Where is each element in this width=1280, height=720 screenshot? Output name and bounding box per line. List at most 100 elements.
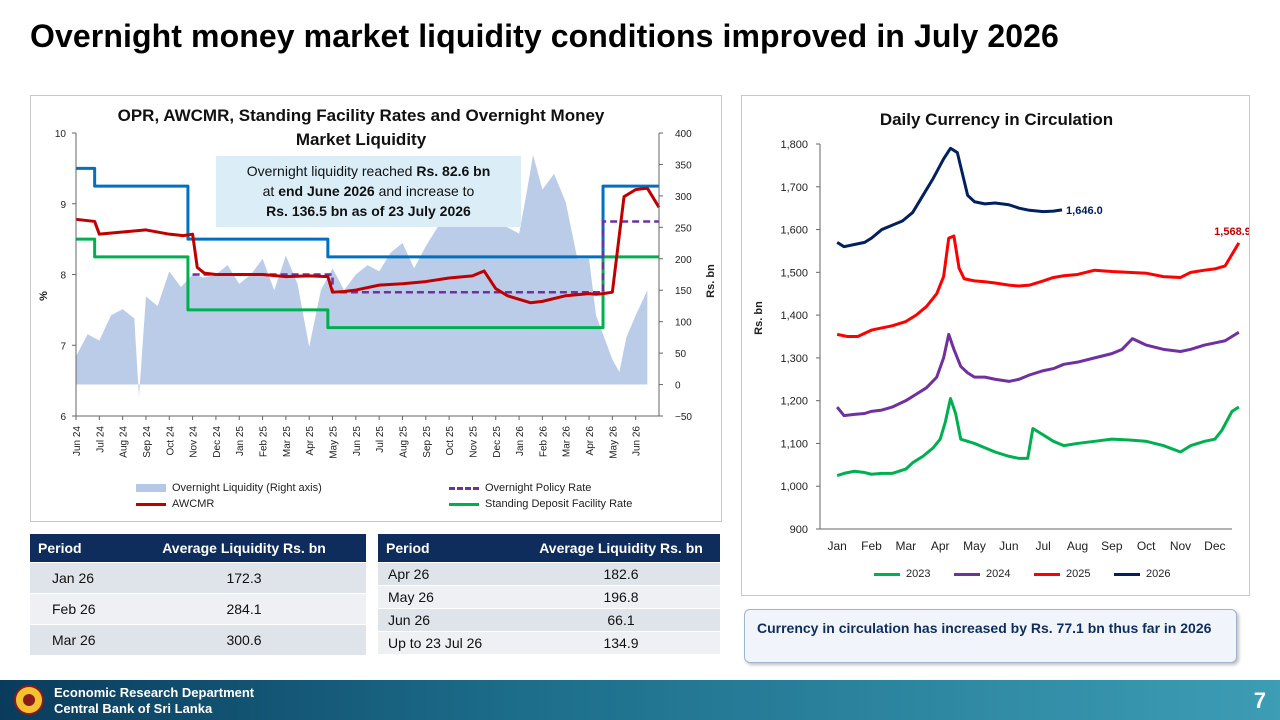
table-cell-period: Jun 26 <box>378 607 522 631</box>
liquidity-table-right: Period Average Liquidity Rs. bn Apr 26 18… <box>378 534 720 654</box>
x-tick-label: Jun 24 <box>72 426 83 456</box>
x-tick-label: Feb 25 <box>259 426 270 458</box>
table-cell-period: May 26 <box>378 584 522 608</box>
y-tick-label: 1,000 <box>780 481 808 493</box>
table-row: Jan 26 172.3 <box>30 561 366 593</box>
right-y-tick-label: 350 <box>675 160 692 171</box>
x-tick-label: May <box>963 539 986 553</box>
currency-chart: 900 1,000 1,100 1,200 1,300 1,400 1,500 1,600 1,… <box>753 139 1249 553</box>
x-tick-label: Jul 24 <box>95 426 106 453</box>
y-tick-label: 1,200 <box>780 396 808 408</box>
x-tick-label: Jan 26 <box>515 426 526 456</box>
x-tick-label: May 25 <box>329 426 340 459</box>
y-tick-label: 1,400 <box>780 310 808 322</box>
x-tick-label: Feb <box>861 539 882 553</box>
legend-item-2023: 2023 <box>874 568 930 580</box>
right-y-tick-label: 50 <box>675 349 687 360</box>
data-label-2026: 1,646.0 <box>1066 205 1103 217</box>
x-tick-label: Jun <box>999 539 1018 553</box>
right-y-tick-label: 0 <box>675 381 681 392</box>
table-cell-period: Apr 26 <box>378 561 522 585</box>
series-line-2026 <box>836 146 1063 249</box>
table-row: Mar 26 300.6 <box>30 623 366 655</box>
x-tick-label: Jan 25 <box>235 426 246 456</box>
x-tick-label: Oct 24 <box>165 426 176 456</box>
table-cell-value: 300.6 <box>122 623 366 655</box>
x-tick-label: Mar <box>895 539 916 553</box>
table-row: Jun 26 66.1 <box>378 607 720 631</box>
right-y-tick-label: 300 <box>675 192 692 203</box>
table-header-period: Period <box>30 534 122 562</box>
y-tick-label: 900 <box>790 524 808 536</box>
x-tick-label: Aug 24 <box>119 426 130 458</box>
data-label-2025: 1,568.9 <box>1214 226 1249 238</box>
legend-item-2025: 2025 <box>1034 568 1090 580</box>
left-y-tick-label: 10 <box>55 129 67 140</box>
x-tick-label: Mar 25 <box>282 426 293 458</box>
x-tick-label: Nov 25 <box>468 426 479 458</box>
table-cell-value: 196.8 <box>522 584 720 608</box>
cbsl-logo-icon <box>14 685 44 715</box>
legend-item-awcmr: AWCMR <box>136 498 214 510</box>
x-tick-label: Aug 25 <box>398 426 409 458</box>
liquidity-chart-title: OPR, AWCMR, Standing Facility Rates and … <box>117 106 605 149</box>
right-y-tick-label: 100 <box>675 318 692 329</box>
right-y-tick-label: 200 <box>675 255 692 266</box>
left-y-tick-label: 8 <box>60 271 66 282</box>
y-tick-label: 1,800 <box>780 139 808 151</box>
currency-chart-panel: Daily Currency in Circulation 900 1,000 1,… <box>741 95 1250 596</box>
table-cell-value: 284.1 <box>122 592 366 624</box>
legend-item-sdfr: Standing Deposit Facility Rate <box>449 498 632 510</box>
footer-bar: Economic Research Department Central Ban… <box>0 680 1280 720</box>
liquidity-callout: Overnight liquidity reached Rs. 82.6 bn … <box>216 156 521 227</box>
x-tick-label: Oct <box>1137 539 1156 553</box>
table-row: Apr 26 182.6 <box>378 561 720 585</box>
liquidity-chart: 6 7 8 9 10% −50 0 50 100 150 200 250 300 350 400 Rs. bn… <box>38 129 717 459</box>
x-tick-label: Oct 25 <box>445 426 456 456</box>
y-tick-label: 1,500 <box>780 267 808 279</box>
left-y-tick-label: 6 <box>60 412 66 423</box>
x-tick-label: Sep 24 <box>142 426 153 458</box>
x-tick-label: Sep 25 <box>422 426 433 458</box>
x-tick-label: Jul 25 <box>375 426 386 453</box>
x-tick-label: Dec 25 <box>492 426 503 458</box>
x-tick-label: Jun 25 <box>352 426 363 456</box>
y-axis-label: Rs. bn <box>753 301 765 335</box>
x-tick-label: Jan <box>827 539 846 553</box>
left-y-tick-label: 7 <box>60 341 66 352</box>
series-line-2023 <box>836 397 1240 477</box>
x-tick-label: Feb 26 <box>538 426 549 458</box>
table-cell-value: 182.6 <box>522 561 720 585</box>
series-line-awcmr <box>75 186 661 305</box>
footer-department: Economic Research Department Central Ban… <box>54 685 255 716</box>
series-line-2024 <box>835 330 1240 418</box>
table-cell-period: Feb 26 <box>30 592 122 624</box>
series-area-liquidity <box>76 155 648 398</box>
x-tick-label: Apr 25 <box>305 426 316 456</box>
y-tick-label: 1,700 <box>780 182 808 194</box>
right-y-tick-label: 250 <box>675 223 692 234</box>
x-tick-label: Apr 26 <box>585 426 596 456</box>
x-tick-label: Sep <box>1101 539 1123 553</box>
table-cell-period: Up to 23 Jul 26 <box>378 630 522 654</box>
legend-item-2024: 2024 <box>954 568 1010 580</box>
right-y-tick-label: −50 <box>675 412 692 423</box>
currency-note: Currency in circulation has increased by… <box>744 609 1237 663</box>
table-header-value: Average Liquidity Rs. bn <box>522 534 720 562</box>
x-tick-label: Jun 26 <box>632 426 643 456</box>
table-cell-value: 172.3 <box>122 561 366 593</box>
table-header-period: Period <box>378 534 522 562</box>
x-tick-label: Jul <box>1035 539 1050 553</box>
table-cell-value: 66.1 <box>522 607 720 631</box>
x-tick-label: Aug <box>1067 539 1088 553</box>
table-header-value: Average Liquidity Rs. bn <box>122 534 366 562</box>
table-row: May 26 196.8 <box>378 584 720 608</box>
x-tick-label: Apr <box>931 539 950 553</box>
x-tick-label: Nov 24 <box>189 426 200 458</box>
x-tick-label: Nov <box>1170 539 1191 553</box>
table-cell-value: 134.9 <box>522 630 720 654</box>
legend-item-liquidity: Overnight Liquidity (Right axis) <box>136 482 322 494</box>
right-y-axis-label: Rs. bn <box>705 264 717 298</box>
slide-title: Overnight money market liquidity conditi… <box>30 18 1059 54</box>
liquidity-table-left: Period Average Liquidity Rs. bn Jan 26 17… <box>30 534 366 655</box>
